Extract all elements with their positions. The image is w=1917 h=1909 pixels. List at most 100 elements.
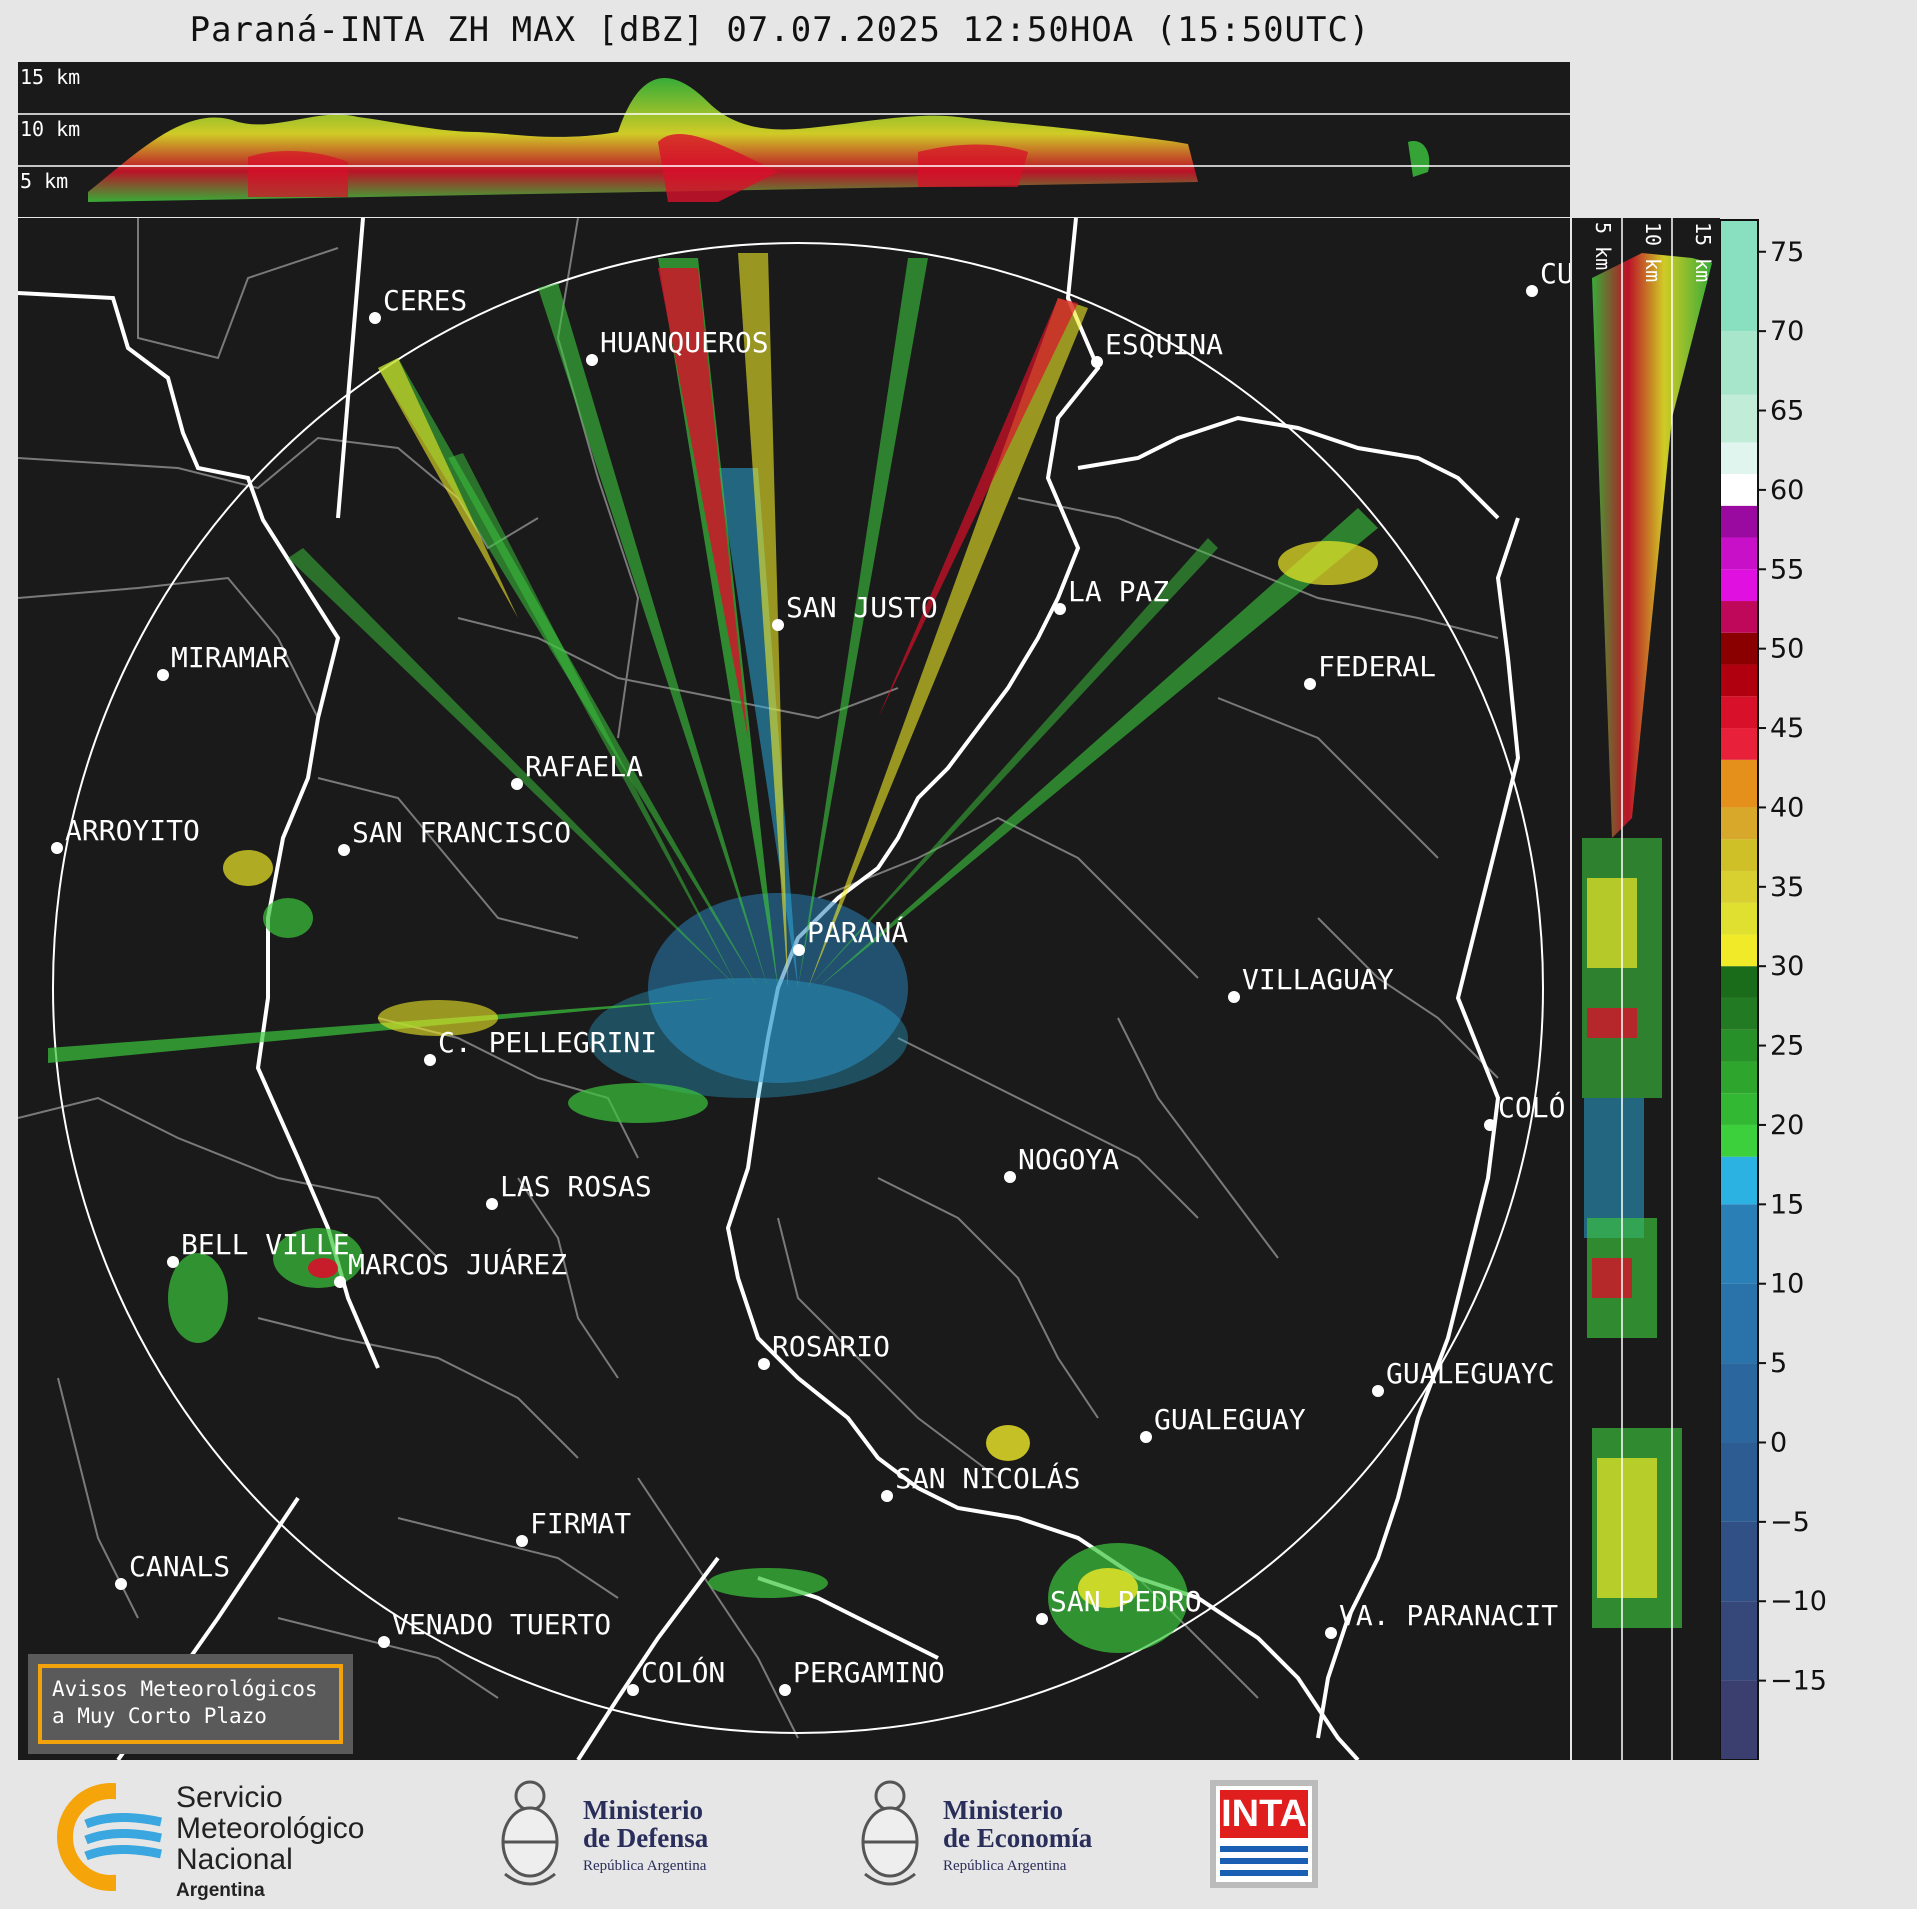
side-cross-section: 5 km 10 km 15 km <box>1572 218 1720 1760</box>
city-marker: BELL VILLE <box>167 1228 350 1268</box>
city-label: COLÓ <box>1498 1090 1565 1124</box>
colorbar-tick-label: −15 <box>1770 1666 1827 1697</box>
city-marker: LA PAZ <box>1054 575 1169 615</box>
city-marker: MIRAMAR <box>157 641 289 681</box>
smn-line-2: Meteorológico <box>176 1812 365 1845</box>
city-dot <box>51 842 63 854</box>
colorbar-step <box>1720 696 1758 729</box>
city-dot <box>1372 1385 1384 1397</box>
city-label: C. PELLEGRINI <box>438 1026 657 1059</box>
city-label: NOGOYA <box>1018 1143 1119 1176</box>
city-dot <box>1054 603 1066 615</box>
coat-of-arms-icon <box>501 1780 559 1886</box>
city-dot <box>378 1636 390 1648</box>
colorbar-step <box>1720 1680 1758 1760</box>
colorbar-step <box>1720 1283 1758 1364</box>
radar-range-ring <box>52 242 1544 1734</box>
city-marker: COLÓ <box>1484 1090 1565 1131</box>
economia-line-1: Ministerio <box>943 1795 1063 1825</box>
city-dot <box>772 619 784 631</box>
colorbar-step <box>1720 997 1758 1030</box>
colorbar-step <box>1720 442 1758 475</box>
top-height-10km: 10 km <box>20 117 80 141</box>
city-dot <box>115 1578 127 1590</box>
city-label: MARCOS JUÁREZ <box>348 1247 567 1281</box>
notice-frame: Avisos Meteorológicos a Muy Corto Plazo <box>38 1664 343 1744</box>
colorbar-step <box>1720 1204 1758 1284</box>
colorbar-step <box>1720 1124 1758 1157</box>
city-dot <box>369 312 381 324</box>
smn-logo: Servicio Meteorológico Nacional Argentin… <box>56 1781 396 1901</box>
colorbar-step <box>1720 1601 1758 1681</box>
colorbar-step <box>1720 632 1758 665</box>
side-height-10km: 10 km <box>1641 222 1665 282</box>
city-dot <box>881 1490 893 1502</box>
city-dot <box>1526 285 1538 297</box>
colorbar-tick-label: 25 <box>1770 1031 1804 1062</box>
city-marker: C. PELLEGRINI <box>424 1026 657 1066</box>
city-label: SAN PEDRO <box>1050 1585 1202 1618</box>
colorbar-step <box>1720 1029 1758 1062</box>
coat-of-arms-icon <box>861 1780 919 1886</box>
city-marker: FEDERAL <box>1304 650 1436 690</box>
city-marker: GUALEGUAY <box>1140 1403 1306 1443</box>
city-dot <box>586 354 598 366</box>
colorbar-step <box>1720 966 1758 998</box>
city-label: ESQUINA <box>1105 328 1223 361</box>
colorbar-tick-label: 35 <box>1770 872 1804 903</box>
notice-line-1: Avisos Meteorológicos <box>52 1677 318 1701</box>
city-label: CERES <box>383 284 467 317</box>
city-label: ROSARIO <box>772 1330 890 1363</box>
city-marker: ROSARIO <box>758 1330 890 1370</box>
colorbar-frame <box>1720 219 1759 1760</box>
notice-line-2: a Muy Corto Plazo <box>52 1704 267 1728</box>
colorbar-step <box>1720 505 1758 538</box>
city-label: VA. PARANACIT <box>1339 1599 1558 1632</box>
city-label: ARROYITO <box>65 814 200 847</box>
city-label: COLÓN <box>641 1655 725 1689</box>
defensa-line-2: de Defensa <box>583 1823 709 1853</box>
city-marker: FIRMAT <box>516 1507 631 1547</box>
city-dot <box>1036 1613 1048 1625</box>
city-dot <box>486 1198 498 1210</box>
smn-line-4: Argentina <box>176 1880 265 1901</box>
colorbar-step <box>1720 759 1758 808</box>
colorbar-step <box>1720 839 1758 871</box>
city-dot <box>516 1535 528 1547</box>
smn-line-3: Nacional <box>176 1843 293 1876</box>
colorbar-tick-label: −10 <box>1770 1586 1827 1617</box>
city-label: GUALEGUAY <box>1154 1403 1306 1436</box>
radar-map: CERES HUANQUEROS ESQUINA CU SAN JUSTO LA PAZ M… <box>18 218 1570 1760</box>
city-dot <box>511 778 523 790</box>
colorbar-step <box>1720 934 1758 967</box>
city-marker: GUALEGUAYC <box>1372 1357 1555 1397</box>
colorbar-tick-label: 75 <box>1770 237 1804 268</box>
city-marker: SAN PEDRO <box>1036 1585 1202 1625</box>
colorbar-tick-label: 60 <box>1770 475 1804 506</box>
city-marker: SAN FRANCISCO <box>338 816 571 856</box>
colorbar-step <box>1720 664 1758 697</box>
colorbar-tick-label: 15 <box>1770 1189 1804 1220</box>
smn-emblem-icon <box>57 1782 176 1892</box>
colorbar-step <box>1720 1363 1758 1443</box>
colorbar-step <box>1720 1442 1758 1522</box>
city-marker: RAFAELA <box>511 750 643 790</box>
city-dot <box>1325 1627 1337 1639</box>
smn-line-1: Servicio <box>176 1781 283 1814</box>
economia-line-3: República Argentina <box>943 1858 1067 1874</box>
city-marker: COLÓN <box>627 1655 725 1696</box>
city-marker: HUANQUEROS <box>586 326 769 366</box>
colorbar-tick-label: 0 <box>1770 1427 1787 1458</box>
city-dot <box>758 1358 770 1370</box>
city-label: VILLAGUAY <box>1242 963 1394 996</box>
city-dot <box>338 844 350 856</box>
city-label: BELL VILLE <box>181 1228 350 1261</box>
city-label: LA PAZ <box>1068 575 1169 608</box>
city-dot <box>1304 678 1316 690</box>
city-marker: CERES <box>369 284 467 324</box>
side-height-15km: 15 km <box>1691 222 1715 282</box>
city-label: PARANÁ <box>807 915 908 949</box>
colorbar-tick-label: 50 <box>1770 634 1804 665</box>
city-dot <box>157 669 169 681</box>
